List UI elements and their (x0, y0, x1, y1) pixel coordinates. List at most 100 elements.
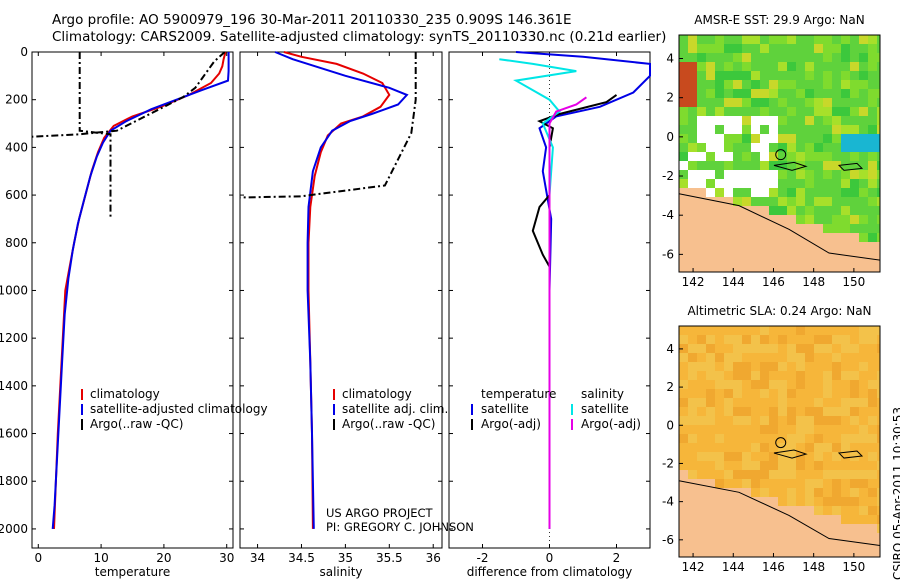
map-cell (796, 161, 805, 170)
map-cell (706, 242, 715, 251)
map-cell (859, 497, 868, 506)
map-cell (688, 407, 697, 416)
map-cell (688, 470, 697, 479)
map-cell (715, 161, 724, 170)
map-cell (733, 524, 742, 533)
map-cell (778, 44, 787, 53)
map-cell (841, 143, 850, 152)
map-cell (715, 152, 724, 161)
map-cell (724, 53, 733, 62)
map-x-tick-label-sla: 148 (802, 560, 825, 574)
map-cell (850, 98, 859, 107)
map-cell (868, 506, 877, 515)
map-cell (814, 533, 823, 542)
map-cell (715, 71, 724, 80)
map-cell (778, 98, 787, 107)
map-cell (850, 470, 859, 479)
map-frame-sst (678, 34, 881, 273)
map-cell (832, 389, 841, 398)
map-cell (679, 161, 688, 170)
map-cell (688, 443, 697, 452)
map-cell (868, 425, 877, 434)
map-cell (859, 488, 868, 497)
map-cell (805, 53, 814, 62)
map-cell (742, 143, 751, 152)
map-cell (841, 116, 850, 125)
map-cell (778, 188, 787, 197)
map-cell (805, 425, 814, 434)
map-cell (832, 62, 841, 71)
map-cell (733, 206, 742, 215)
map-cell (688, 353, 697, 362)
map-cell (706, 434, 715, 443)
map-cell (679, 542, 688, 551)
map-cell (796, 107, 805, 116)
map-cell (760, 344, 769, 353)
map-cell (715, 53, 724, 62)
map-cell (697, 62, 706, 71)
map-cell (769, 152, 778, 161)
map-cell (760, 188, 769, 197)
map-cell (823, 206, 832, 215)
map-cell (724, 551, 733, 557)
map-cell (841, 551, 850, 557)
map-cell (760, 179, 769, 188)
map-cell (733, 398, 742, 407)
map-cell (688, 335, 697, 344)
map-cell (778, 62, 787, 71)
map-cell (733, 515, 742, 524)
map-cell (796, 179, 805, 188)
map-cell (877, 251, 880, 260)
map-cell (697, 197, 706, 206)
map-cell (832, 416, 841, 425)
map-cell (805, 215, 814, 224)
map-cell (796, 425, 805, 434)
map-cell (877, 242, 880, 251)
map-cell (832, 224, 841, 233)
map-cell (706, 98, 715, 107)
map-cell (733, 134, 742, 143)
map-cell (796, 188, 805, 197)
map-cell (778, 335, 787, 344)
map-cell (760, 80, 769, 89)
map-cell (778, 206, 787, 215)
map-cell (850, 197, 859, 206)
map-cell (841, 524, 850, 533)
map-cell (751, 371, 760, 380)
map-cell (859, 326, 868, 335)
map-cell (778, 407, 787, 416)
map-cell (760, 116, 769, 125)
map-cell (868, 269, 877, 272)
map-cell (724, 353, 733, 362)
map-cell (805, 326, 814, 335)
map-cell (814, 44, 823, 53)
map-cell (814, 206, 823, 215)
map-cell (787, 107, 796, 116)
map-cell (868, 542, 877, 551)
map-cell (805, 242, 814, 251)
map-cell (850, 71, 859, 80)
map-cell (706, 506, 715, 515)
map-cell (823, 116, 832, 125)
map-cell (859, 506, 868, 515)
map-cell (715, 479, 724, 488)
map-cell (697, 353, 706, 362)
map-cell (760, 524, 769, 533)
map-cell (832, 98, 841, 107)
map-cell (796, 62, 805, 71)
map-cell (751, 515, 760, 524)
map-cell (778, 461, 787, 470)
map-cell (715, 416, 724, 425)
figure-title-line1: Argo profile: AO 5900979_196 30-Mar-2011… (52, 12, 572, 28)
map-cell (778, 134, 787, 143)
map-cell (679, 206, 688, 215)
map-cell (688, 416, 697, 425)
map-cell (760, 398, 769, 407)
map-cell (742, 89, 751, 98)
map-cell (706, 152, 715, 161)
y-tick-label: 400 (5, 140, 28, 154)
map-cell (841, 152, 850, 161)
map-cell (877, 62, 880, 71)
map-cell (859, 233, 868, 242)
map-cell (688, 125, 697, 134)
